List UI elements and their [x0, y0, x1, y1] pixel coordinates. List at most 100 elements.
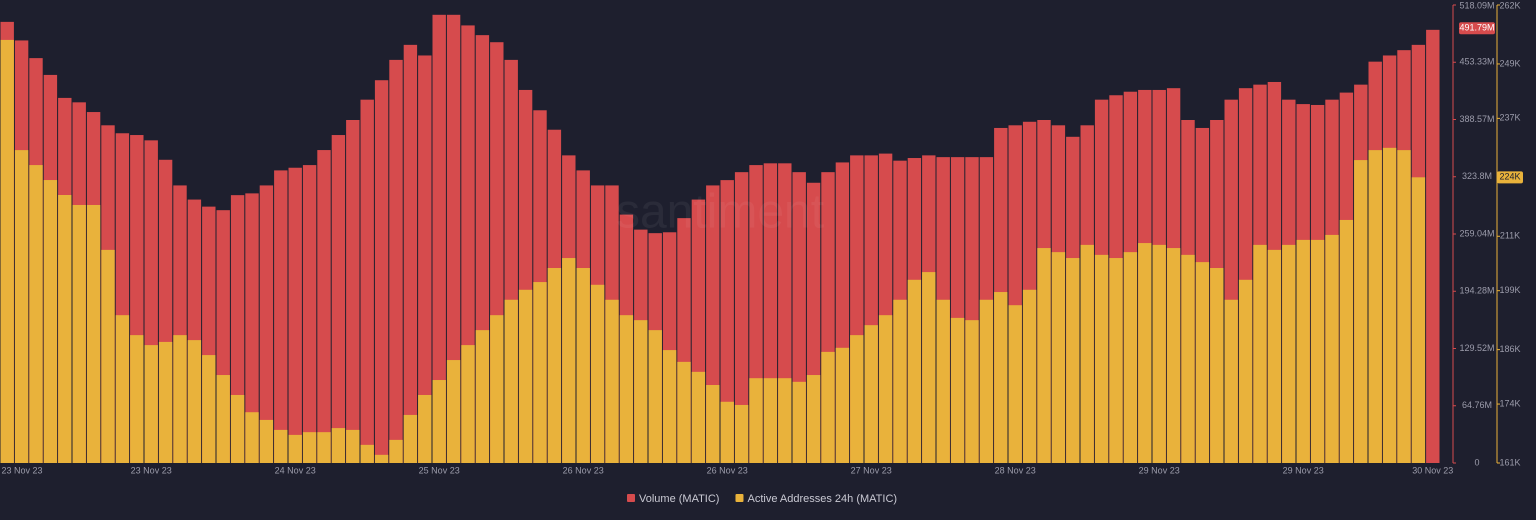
- bar: [432, 14, 446, 463]
- bar: [259, 419, 274, 463]
- x-tick-label: 23 Nov 23: [131, 465, 172, 475]
- bar: [374, 454, 389, 463]
- axes: 0 64.76M 129.52M 194.28M 259.04M 323.8M 388.57…: [1, 0, 1523, 475]
- bar: [1267, 249, 1282, 463]
- bar: [202, 355, 216, 463]
- bar: [1339, 219, 1354, 463]
- bar: [245, 193, 259, 463]
- bar: [58, 195, 72, 463]
- bar: [648, 330, 662, 463]
- bar: [374, 80, 389, 463]
- bar: [1397, 150, 1411, 463]
- bar: [1325, 234, 1339, 463]
- bar: [1426, 29, 1440, 463]
- x-tick-label: 26 Nov 23: [707, 465, 748, 475]
- bar: [547, 268, 562, 463]
- bar: [1181, 254, 1195, 463]
- y2-tick-label: 262K: [1499, 0, 1520, 10]
- bar: [619, 315, 634, 463]
- bar: [360, 444, 374, 463]
- bar: [605, 299, 619, 463]
- bar: [1253, 244, 1267, 463]
- y2-tick-label: 211K: [1500, 231, 1520, 241]
- bar: [706, 385, 720, 463]
- bar: [1008, 305, 1022, 463]
- bar: [216, 375, 230, 463]
- bar: [144, 345, 158, 463]
- bar: [562, 258, 576, 463]
- bar: [864, 325, 878, 463]
- y2-tick-label: 249K: [1499, 58, 1520, 68]
- bar: [418, 55, 432, 463]
- last-value-label: 224K: [1499, 172, 1520, 182]
- bar: [274, 429, 288, 463]
- y2-tick-label: 186K: [1499, 344, 1520, 354]
- bar: [850, 335, 864, 463]
- y-tick-label: 0: [1474, 457, 1479, 467]
- bar: [1310, 239, 1325, 463]
- bar: [43, 180, 58, 463]
- y2-tick-label: 199K: [1499, 285, 1520, 295]
- bar: [1166, 248, 1181, 463]
- bar: [1080, 244, 1094, 463]
- y2-tick-label: 174K: [1499, 398, 1520, 408]
- legend-label: Volume (MATIC): [639, 493, 719, 505]
- legend-label: Active Addresses 24h (MATIC): [747, 493, 897, 505]
- bar: [979, 299, 994, 463]
- bar: [302, 432, 317, 463]
- bar: [346, 120, 360, 463]
- bar: [504, 299, 518, 463]
- legend-swatch: [735, 494, 744, 502]
- last-value-label: 491.79M: [1459, 23, 1494, 33]
- y-tick-label: 129.52M: [1459, 343, 1494, 353]
- bar: [533, 282, 547, 463]
- bar: [101, 249, 115, 463]
- bar: [1051, 252, 1066, 463]
- bar: [518, 289, 533, 463]
- x-tick-label: 29 Nov 23: [1283, 465, 1324, 475]
- bar: [187, 340, 202, 463]
- bar: [230, 394, 245, 463]
- bar: [1123, 252, 1138, 463]
- bar: [576, 268, 590, 463]
- bar: [360, 99, 374, 463]
- bar: [245, 412, 259, 463]
- bar: [1368, 150, 1382, 463]
- bar: [1066, 258, 1080, 463]
- bar: [403, 414, 418, 463]
- bar: [288, 167, 302, 463]
- bar: [1224, 299, 1238, 463]
- bar: [446, 14, 461, 463]
- bar: [821, 351, 835, 463]
- bar: [720, 401, 734, 463]
- bar: [173, 335, 187, 463]
- bar: [1354, 160, 1368, 463]
- bar: [346, 429, 360, 463]
- bar: [1411, 177, 1426, 463]
- bar: [1022, 289, 1037, 463]
- x-tick-label: 28 Nov 23: [995, 465, 1036, 475]
- bar: [389, 439, 403, 463]
- bar: [86, 204, 101, 463]
- legend-swatch: [627, 494, 635, 502]
- bar: [1238, 279, 1253, 463]
- y-tick-label: 388.57M: [1459, 114, 1494, 124]
- bar: [1094, 254, 1109, 463]
- bar: [72, 204, 86, 463]
- bar: [14, 150, 29, 463]
- bar: [1195, 262, 1210, 463]
- bar: [317, 432, 331, 463]
- bar: [677, 361, 691, 463]
- bar: [634, 320, 648, 463]
- bar: [1382, 147, 1397, 463]
- bar: [1152, 244, 1166, 463]
- plot: [0, 14, 1440, 464]
- y2-tick-label: 161K: [1499, 457, 1520, 467]
- bar: [1210, 268, 1224, 463]
- bar: [950, 317, 965, 463]
- x-tick-label: 27 Nov 23: [851, 465, 892, 475]
- bar: [936, 299, 950, 463]
- last-value-badge: [1459, 22, 1495, 35]
- bar: [115, 315, 130, 463]
- legend: Volume (MATIC) Active Addresses 24h (MATI…: [627, 493, 897, 505]
